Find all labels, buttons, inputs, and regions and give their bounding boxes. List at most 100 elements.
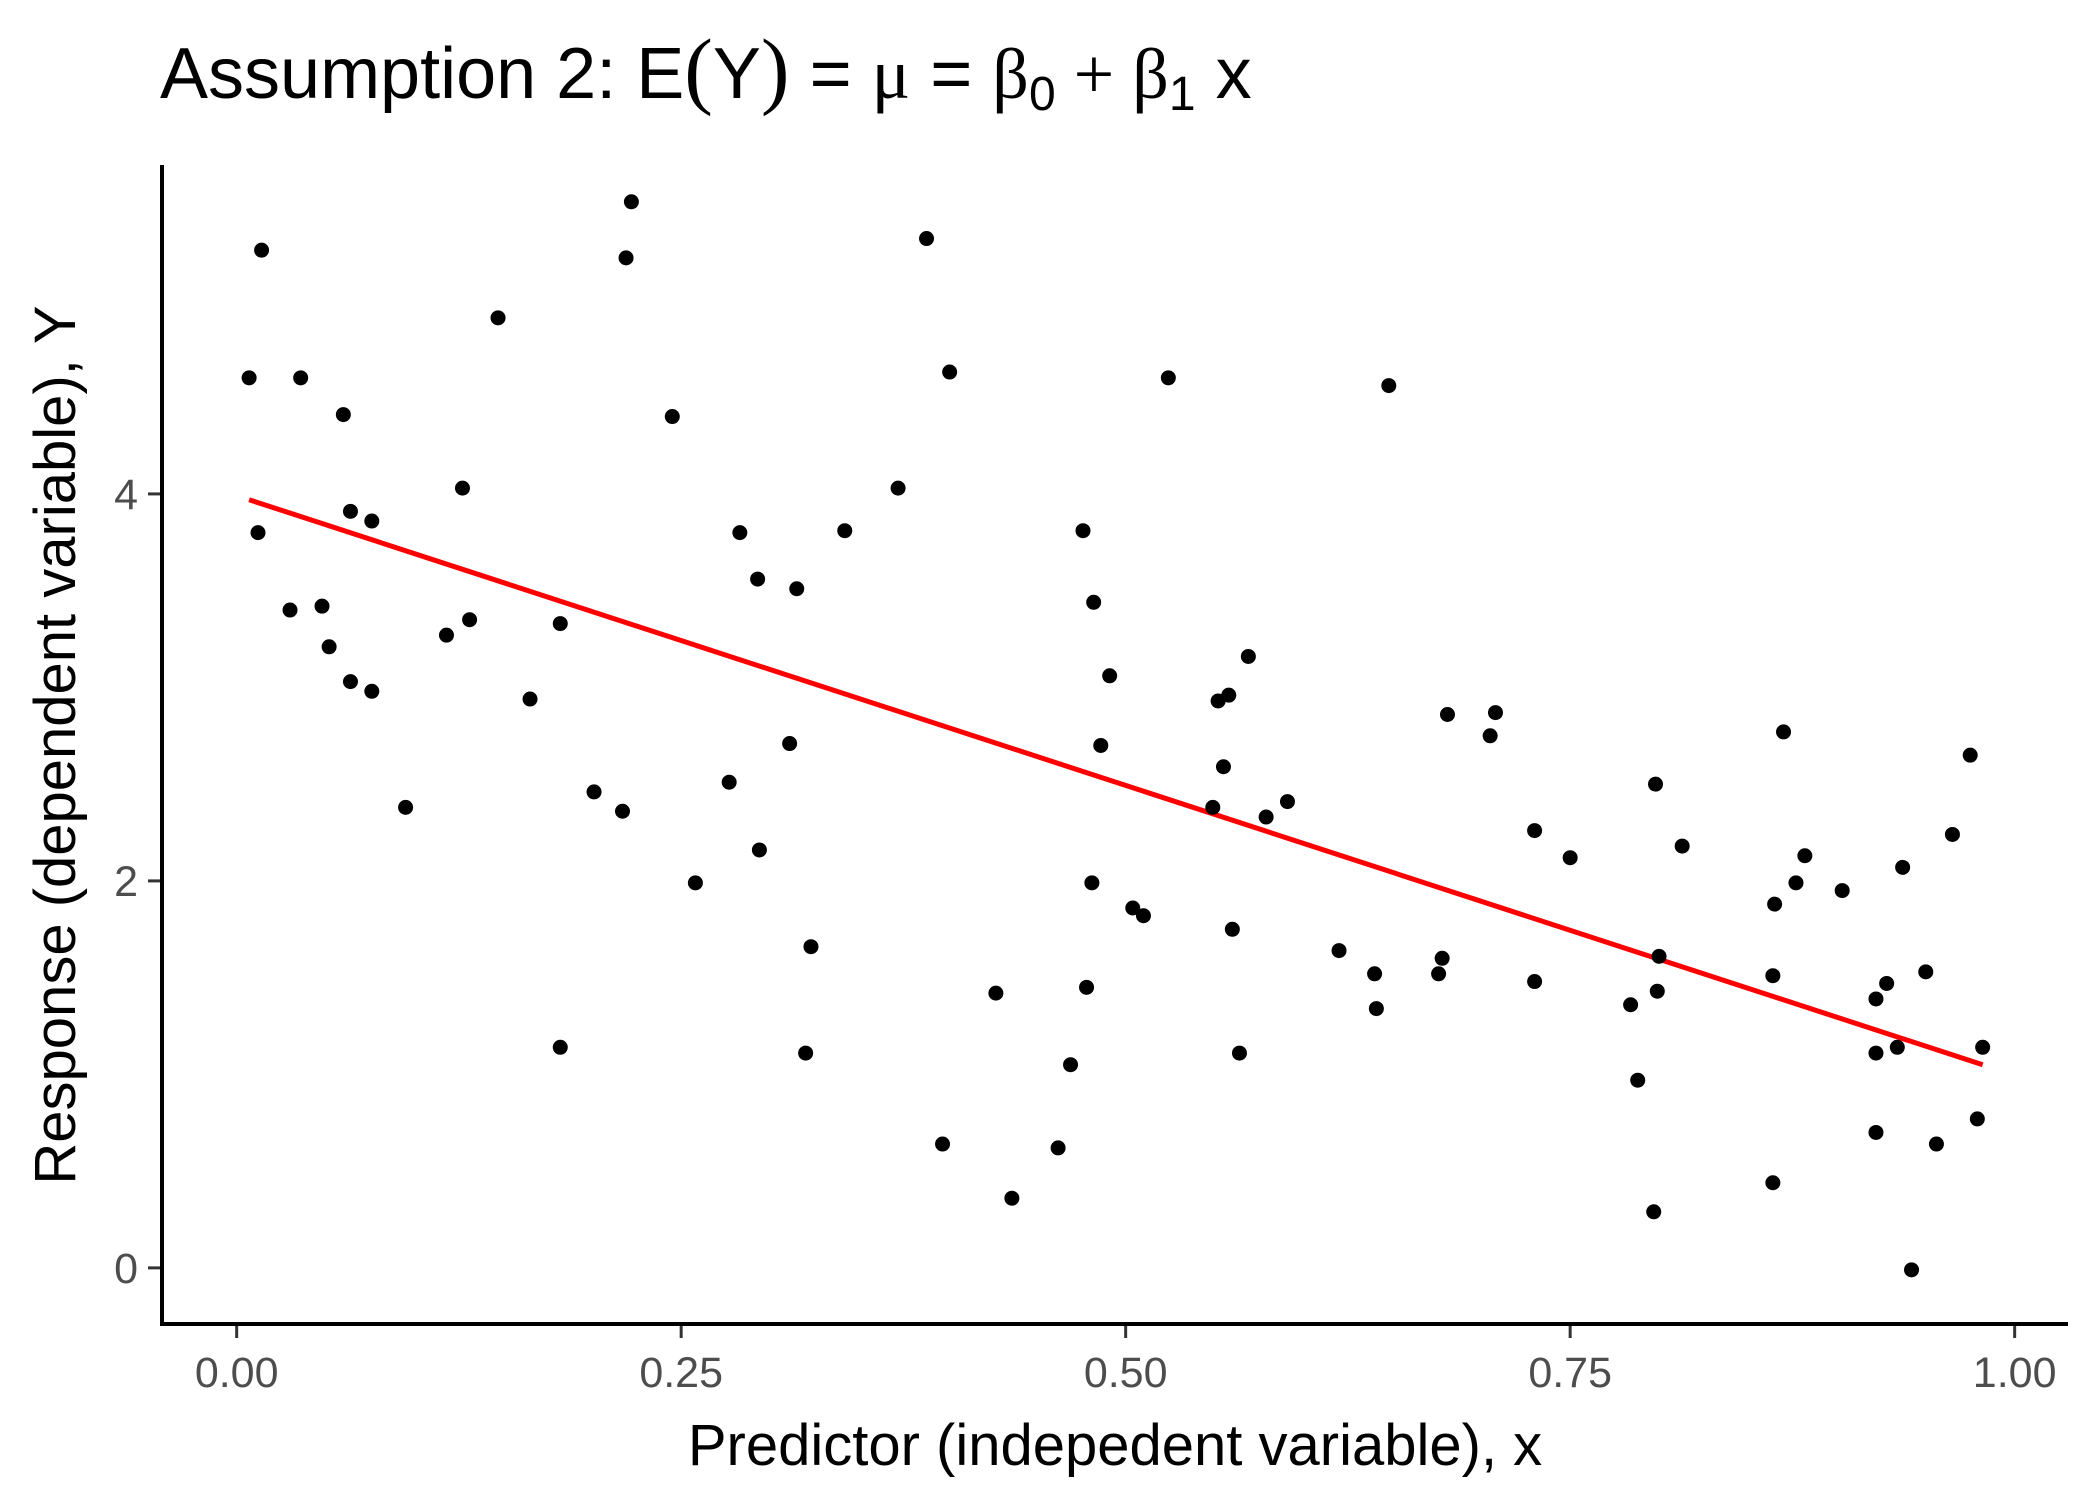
data-point bbox=[732, 525, 748, 541]
data-point bbox=[1004, 1190, 1020, 1206]
data-point bbox=[1367, 966, 1383, 982]
data-point bbox=[1651, 948, 1667, 964]
data-point bbox=[1776, 724, 1792, 740]
data-point bbox=[1834, 883, 1850, 899]
y-tick-label: 2 bbox=[114, 858, 138, 906]
data-point bbox=[919, 231, 935, 247]
data-point bbox=[1368, 1001, 1384, 1017]
data-point bbox=[321, 639, 337, 655]
data-point bbox=[1904, 1262, 1920, 1278]
data-point bbox=[522, 691, 538, 707]
data-point bbox=[623, 194, 639, 210]
y-axis-label: Response (dependent variable), Y bbox=[23, 305, 88, 1184]
data-point bbox=[1674, 838, 1690, 854]
data-point bbox=[1889, 1039, 1905, 1055]
x-tick-label: 0.25 bbox=[639, 1349, 723, 1397]
data-point bbox=[1381, 378, 1397, 394]
chart-title: Assumption 2: E(Y) = μ = β0 + β1 x bbox=[160, 21, 1252, 121]
data-point bbox=[586, 784, 602, 800]
data-point bbox=[1562, 850, 1578, 866]
data-point bbox=[1797, 848, 1813, 864]
data-point bbox=[1623, 997, 1639, 1013]
data-point bbox=[1102, 668, 1118, 684]
data-point bbox=[1093, 737, 1109, 753]
data-point bbox=[1487, 705, 1503, 721]
data-point bbox=[1969, 1111, 1985, 1127]
data-point bbox=[1125, 900, 1141, 916]
data-point bbox=[335, 407, 351, 423]
data-point bbox=[1084, 875, 1100, 891]
data-point bbox=[454, 480, 470, 496]
data-point bbox=[1765, 968, 1781, 984]
data-point bbox=[664, 409, 680, 425]
data-point bbox=[1962, 747, 1978, 763]
data-point bbox=[254, 242, 270, 258]
data-point bbox=[1279, 794, 1295, 810]
data-point bbox=[364, 683, 380, 699]
data-point bbox=[803, 939, 819, 955]
data-point bbox=[438, 627, 454, 643]
data-point bbox=[552, 1039, 568, 1055]
data-point bbox=[1160, 370, 1176, 386]
data-point bbox=[1879, 975, 1895, 991]
data-point bbox=[1135, 908, 1151, 924]
data-point bbox=[1895, 859, 1911, 875]
data-point bbox=[1630, 1072, 1646, 1088]
data-point bbox=[1944, 826, 1960, 842]
y-tick-label: 4 bbox=[114, 471, 138, 519]
data-point bbox=[282, 602, 298, 618]
data-point bbox=[1075, 523, 1091, 539]
data-point bbox=[1646, 1204, 1662, 1220]
data-point bbox=[1868, 991, 1884, 1007]
data-point bbox=[687, 875, 703, 891]
data-point bbox=[241, 370, 257, 386]
data-point bbox=[1527, 823, 1543, 839]
data-point bbox=[1648, 776, 1664, 792]
data-point bbox=[1918, 964, 1934, 980]
x-axis-label: Predictor (indepedent variable), x bbox=[688, 1413, 1542, 1478]
data-point bbox=[988, 985, 1004, 1001]
data-point bbox=[935, 1136, 951, 1152]
regression-line bbox=[248, 497, 1984, 1068]
data-point bbox=[798, 1045, 814, 1061]
data-point bbox=[342, 503, 358, 519]
data-point bbox=[1258, 809, 1274, 825]
data-point bbox=[364, 513, 380, 529]
data-point bbox=[1482, 728, 1498, 744]
data-point bbox=[837, 523, 853, 539]
data-point bbox=[1205, 799, 1221, 815]
data-point bbox=[721, 774, 737, 790]
x-tick-label: 1.00 bbox=[1973, 1349, 2057, 1397]
data-point bbox=[1431, 966, 1447, 982]
x-tick-label: 0.50 bbox=[1084, 1349, 1168, 1397]
data-point bbox=[293, 370, 309, 386]
data-point bbox=[1975, 1039, 1991, 1055]
data-point bbox=[614, 803, 630, 819]
data-point bbox=[1928, 1136, 1944, 1152]
data-point bbox=[314, 598, 330, 614]
data-point bbox=[750, 571, 766, 587]
data-point bbox=[618, 250, 634, 266]
data-point bbox=[890, 480, 906, 496]
data-point bbox=[1527, 974, 1543, 990]
data-point bbox=[250, 525, 266, 541]
data-point bbox=[1240, 648, 1256, 664]
data-point bbox=[342, 674, 358, 690]
data-point bbox=[1215, 759, 1231, 775]
data-point bbox=[398, 799, 414, 815]
data-point bbox=[1063, 1057, 1079, 1073]
data-point bbox=[1868, 1045, 1884, 1061]
data-point bbox=[490, 310, 506, 326]
data-point bbox=[1050, 1140, 1066, 1156]
data-point bbox=[1224, 921, 1240, 937]
data-point bbox=[1439, 707, 1455, 723]
data-point bbox=[552, 616, 568, 632]
data-point bbox=[1434, 950, 1450, 966]
data-point bbox=[942, 364, 958, 380]
data-point bbox=[782, 736, 798, 752]
data-point bbox=[1765, 1175, 1781, 1191]
data-point bbox=[1221, 687, 1237, 703]
data-point bbox=[1868, 1124, 1884, 1140]
x-tick-label: 0.75 bbox=[1528, 1349, 1612, 1397]
